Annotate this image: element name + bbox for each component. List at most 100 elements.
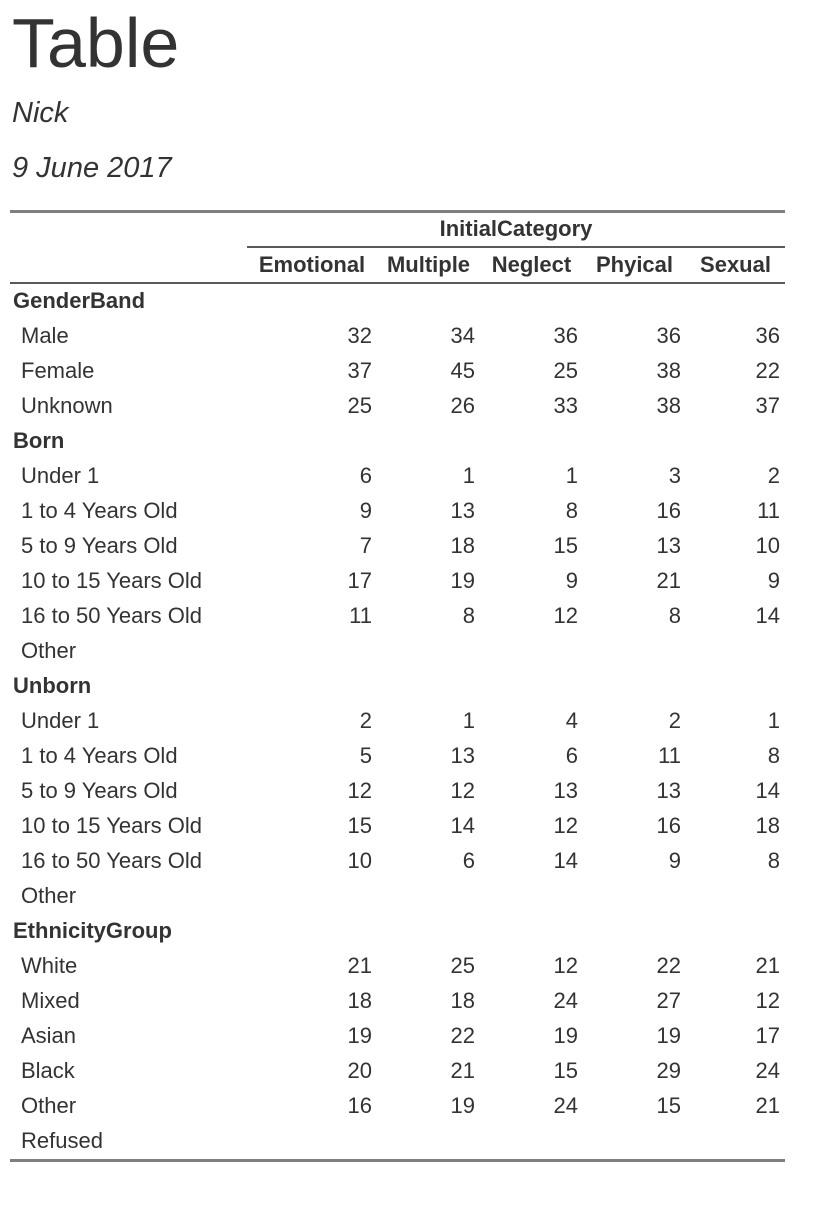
cell-value: 2	[668, 708, 681, 733]
document-page: Table Nick 9 June 2017 InitialCategory E…	[0, 8, 832, 1162]
span-header-row: InitialCategory	[10, 211, 785, 248]
cell-value: 12	[553, 603, 578, 628]
cell-value: 18	[450, 988, 475, 1013]
row-label: White	[21, 953, 78, 978]
cell-value: 9	[359, 498, 372, 523]
cell-value: 25	[347, 393, 372, 418]
table-row: 1 to 4 Years Old 5 13 6 11 8	[10, 739, 785, 774]
row-label: 1 to 4 Years Old	[21, 743, 178, 768]
table-row: Unknown 25 26 33 38 37	[10, 389, 785, 424]
cell-value: 12	[450, 778, 475, 803]
cell-value: 22	[656, 953, 681, 978]
cell-value: 4	[565, 708, 578, 733]
cell-value	[377, 1124, 480, 1161]
cell-value: 32	[347, 323, 372, 348]
cell-value: 1	[462, 463, 475, 488]
row-label: Under 1	[21, 708, 100, 733]
cell-value: 21	[450, 1058, 475, 1083]
cell-value: 15	[347, 813, 372, 838]
cell-value	[583, 634, 686, 669]
column-header-row: Emotional Multiple Neglect Phyical Sexua…	[10, 246, 785, 284]
cell-value: 8	[565, 498, 578, 523]
column-header-emotional: Emotional	[247, 246, 377, 284]
cell-value	[247, 1124, 377, 1161]
group-header-row: GenderBand	[10, 283, 785, 319]
cell-value: 11	[757, 498, 780, 523]
cell-value	[480, 879, 583, 914]
cell-value: 21	[347, 953, 372, 978]
row-label: Under 1	[21, 463, 100, 488]
cell-value: 2	[767, 463, 780, 488]
cell-value: 16	[656, 813, 681, 838]
row-label: 10 to 15 Years Old	[21, 813, 203, 838]
cell-value: 13	[553, 778, 578, 803]
cell-value: 6	[462, 848, 475, 873]
cell-value: 33	[553, 393, 578, 418]
cell-value: 16	[656, 498, 681, 523]
cell-value: 14	[553, 848, 578, 873]
cell-value: 14	[755, 603, 780, 628]
group-header-row: Unborn	[10, 669, 785, 704]
cell-value: 9	[668, 848, 681, 873]
initial-category-table: InitialCategory Emotional Multiple Negle…	[10, 210, 785, 1162]
row-label: 5 to 9 Years Old	[21, 533, 178, 558]
cell-value: 18	[450, 533, 475, 558]
row-label: Black	[21, 1058, 75, 1083]
document-date: 9 June 2017	[12, 152, 172, 184]
group-label: Unborn	[13, 673, 92, 698]
cell-value: 13	[450, 498, 475, 523]
cell-value: 11	[349, 603, 372, 628]
cell-value: 17	[347, 568, 372, 593]
row-label: 10 to 15 Years Old	[21, 568, 203, 593]
cell-value: 8	[767, 743, 780, 768]
cell-value: 12	[347, 778, 372, 803]
cell-value: 18	[347, 988, 372, 1013]
cell-value: 3	[668, 463, 681, 488]
cell-value: 6	[565, 743, 578, 768]
cell-value: 2	[359, 708, 372, 733]
group-header-row: EthnicityGroup	[10, 914, 785, 949]
cell-value: 18	[755, 813, 780, 838]
cell-value: 7	[359, 533, 372, 558]
cell-value: 38	[656, 358, 681, 383]
row-label-header-cell	[10, 246, 247, 284]
cell-value: 26	[450, 393, 475, 418]
table-row: Other	[10, 634, 785, 669]
cell-value: 14	[755, 778, 780, 803]
cell-value: 10	[755, 533, 780, 558]
cell-value: 24	[755, 1058, 780, 1083]
cell-value: 9	[767, 568, 780, 593]
cell-value: 37	[755, 393, 780, 418]
cell-value: 19	[656, 1023, 681, 1048]
cell-value: 8	[668, 603, 681, 628]
table-row: Other	[10, 879, 785, 914]
cell-value	[247, 879, 377, 914]
cell-value: 13	[656, 778, 681, 803]
cell-value: 36	[553, 323, 578, 348]
cell-value: 16	[347, 1093, 372, 1118]
corner-cell	[10, 212, 247, 247]
cell-value: 10	[347, 848, 372, 873]
cell-value: 27	[656, 988, 681, 1013]
cell-value	[247, 634, 377, 669]
cell-value	[480, 634, 583, 669]
cell-value	[377, 879, 480, 914]
table-header: InitialCategory Emotional Multiple Negle…	[10, 211, 785, 284]
cell-value: 1	[767, 708, 780, 733]
table-row: Female 37 45 25 38 22	[10, 354, 785, 389]
row-label: Asian	[21, 1023, 77, 1048]
cell-value: 13	[450, 743, 475, 768]
cell-value: 19	[450, 568, 475, 593]
cell-value: 29	[656, 1058, 681, 1083]
group-label: GenderBand	[13, 288, 146, 313]
cell-value: 12	[755, 988, 780, 1013]
table-row: Asian 19 22 19 19 17	[10, 1019, 785, 1054]
cell-value: 36	[755, 323, 780, 348]
cell-value: 12	[553, 813, 578, 838]
cell-value: 36	[656, 323, 681, 348]
cell-value: 24	[553, 988, 578, 1013]
cell-value: 17	[755, 1023, 780, 1048]
cell-value: 14	[450, 813, 475, 838]
span-header: InitialCategory	[247, 211, 785, 248]
table-row: White 21 25 12 22 21	[10, 949, 785, 984]
